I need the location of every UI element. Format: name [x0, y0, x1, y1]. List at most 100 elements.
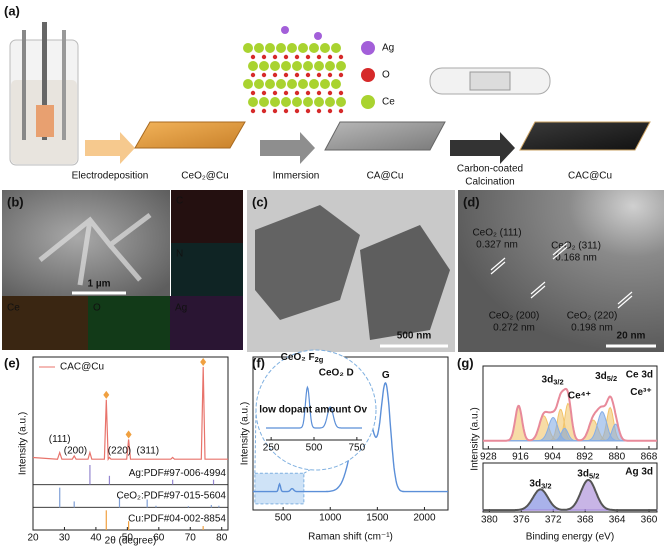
- eds-map: [171, 190, 243, 243]
- atom: [316, 54, 322, 60]
- annotation-sub: 2g: [315, 355, 324, 364]
- y-axis-label: Intensity (a.u.): [240, 402, 251, 465]
- legend-marker: [361, 68, 375, 82]
- atom: [314, 61, 324, 71]
- hrtem-image: [458, 190, 664, 352]
- scale-label: 20 nm: [617, 331, 646, 342]
- atom: [294, 90, 300, 96]
- atom: [270, 61, 280, 71]
- annotation-sub: 3/2: [541, 482, 551, 491]
- step-label: Immersion: [273, 171, 320, 182]
- x-axis-label: Binding energy (eV): [526, 532, 614, 543]
- panel-label: (a): [4, 3, 20, 18]
- x-tick-label: 880: [609, 452, 626, 463]
- arrow: [260, 132, 315, 164]
- atom: [261, 108, 267, 114]
- atom: [276, 43, 286, 53]
- atom: [250, 54, 256, 60]
- eds-map: [170, 296, 243, 350]
- fringe-mark: [490, 261, 506, 275]
- map-label: Ce: [7, 303, 20, 314]
- atom: [338, 54, 344, 60]
- step-label: Carbon-coated: [457, 164, 523, 175]
- plot-frame: [482, 365, 658, 450]
- atom: [281, 26, 289, 34]
- reference-label: Ag:PDF#97-006-4994: [129, 468, 227, 479]
- atom: [325, 97, 335, 107]
- eds-map: [171, 243, 243, 296]
- panel-label: (f): [252, 355, 265, 370]
- annotation-sub: 5/2: [607, 374, 617, 383]
- annotation-main: 3d: [542, 374, 554, 385]
- lattice-plane: CeO₂ (200): [489, 311, 540, 322]
- lattice: [243, 26, 346, 114]
- atom: [294, 72, 300, 78]
- atom: [283, 72, 289, 78]
- atom: [294, 54, 300, 60]
- lattice-spacing: 0.272 nm: [493, 323, 535, 334]
- peak-marker: [125, 430, 132, 439]
- atom: [305, 90, 311, 96]
- map-label: C: [176, 196, 183, 207]
- annotation: 3d3/2: [542, 374, 564, 386]
- sem-feature: [38, 213, 152, 286]
- x-tick-label: 70: [185, 533, 197, 544]
- sample-label: CAC@Cu: [568, 171, 612, 182]
- atom: [305, 108, 311, 114]
- atom: [336, 97, 346, 107]
- panel-label: (d): [463, 194, 480, 209]
- annotation-main: 3d: [529, 478, 541, 489]
- x-tick-label: 868: [641, 452, 658, 463]
- y-axis-label: Intensity (a.u.): [470, 407, 481, 470]
- arrow: [85, 132, 135, 164]
- peak-label: (200): [64, 446, 87, 457]
- fringe-mark: [617, 291, 633, 305]
- peak-label: (111): [49, 434, 71, 445]
- atom: [272, 90, 278, 96]
- annotation: 3d3/2: [529, 478, 551, 490]
- electrode: [42, 22, 47, 140]
- step-label: Electrodeposition: [72, 171, 149, 182]
- sample-label: CA@Cu: [367, 171, 404, 182]
- atom: [270, 97, 280, 107]
- atom: [316, 108, 322, 114]
- atom: [259, 97, 269, 107]
- lattice-spacing: 0.327 nm: [476, 240, 518, 251]
- scale-label: 1 µm: [88, 279, 111, 290]
- atom: [314, 32, 322, 40]
- peak-label: (220): [108, 446, 131, 457]
- chart-title: Ce 3d: [626, 370, 653, 381]
- annotation-main: 3d: [595, 371, 607, 382]
- atom: [298, 79, 308, 89]
- atom: [327, 90, 333, 96]
- atom: [292, 61, 302, 71]
- x-tick-label: 372: [545, 515, 562, 526]
- atom: [261, 90, 267, 96]
- envelope: [483, 387, 657, 442]
- lattice-plane: CeO₂ (220): [567, 311, 618, 322]
- map-label: Ag: [175, 303, 187, 314]
- atom: [314, 97, 324, 107]
- atom: [292, 97, 302, 107]
- atom: [309, 79, 319, 89]
- reference-label: CeO₂:PDF#97-015-5604: [117, 491, 227, 502]
- annotation-sub: 3/2: [553, 377, 563, 386]
- atom: [316, 72, 322, 78]
- atom: [287, 79, 297, 89]
- atom: [248, 97, 258, 107]
- atom: [272, 108, 278, 114]
- atom: [248, 61, 258, 71]
- map-label: O: [93, 303, 101, 314]
- reference-label: Cu:PDF#04-002-8854: [128, 513, 226, 524]
- x-tick-label: 30: [59, 533, 71, 544]
- atom: [250, 108, 256, 114]
- substrate: [36, 105, 54, 137]
- annotation: 3d5/2: [595, 371, 617, 383]
- atom: [298, 43, 308, 53]
- atom: [303, 61, 313, 71]
- x-tick-label: 750: [349, 443, 366, 454]
- annotation: G: [382, 370, 390, 381]
- lattice-spacing: 0.198 nm: [571, 323, 613, 334]
- x-tick-label: 928: [480, 452, 497, 463]
